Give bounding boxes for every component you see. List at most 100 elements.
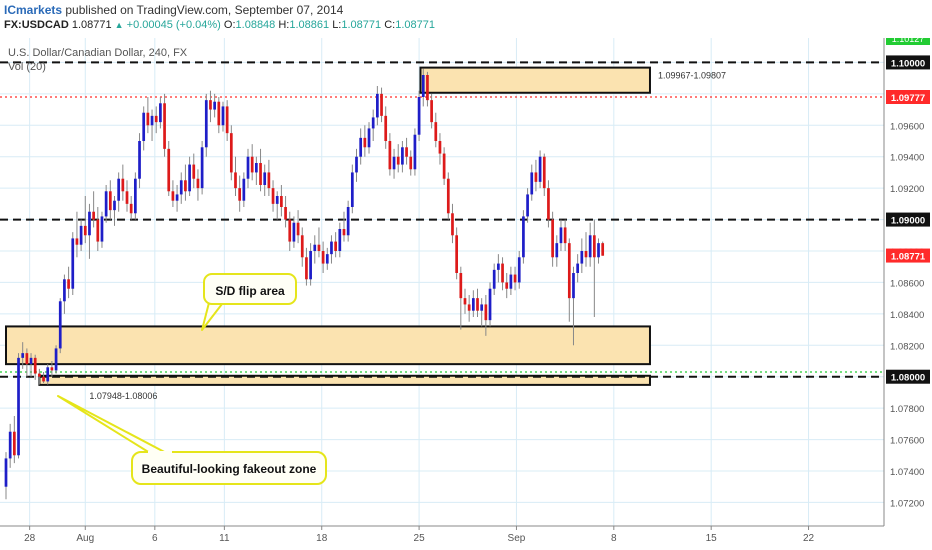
candle-up <box>401 147 404 165</box>
y-tick-label: 1.07200 <box>890 498 924 509</box>
candle-down <box>476 298 479 311</box>
candle-up <box>58 301 62 349</box>
candle-up <box>242 178 246 201</box>
candle-up <box>104 191 108 217</box>
y-tick-label: 1.09400 <box>890 153 924 164</box>
candle-down <box>83 225 87 236</box>
candle-up <box>555 243 559 258</box>
candle-up <box>21 353 25 358</box>
candle-down <box>12 431 16 456</box>
candle-up <box>29 357 33 365</box>
candle-up <box>509 274 513 289</box>
candle-down <box>363 137 367 148</box>
candle-up <box>371 117 375 129</box>
candle-up <box>313 244 317 251</box>
candle-up <box>275 196 279 204</box>
price-change: +0.00045 (+0.04%) <box>126 19 221 31</box>
candle-up <box>63 279 66 302</box>
top-price-tag <box>886 38 930 45</box>
candle-up <box>346 207 350 236</box>
symbol-label[interactable]: FX:USDCAD <box>4 19 69 31</box>
candle-up <box>263 172 267 185</box>
candle-down <box>121 178 125 192</box>
price-level-tag <box>886 90 930 104</box>
chart-header: ICmarkets published on TradingView.com, … <box>0 0 932 38</box>
last-price: 1.08771 <box>71 19 112 31</box>
candle-down <box>451 213 454 236</box>
candle-up <box>8 431 12 459</box>
candle-down <box>305 257 308 280</box>
candle-up <box>538 156 542 182</box>
supply-demand-zone <box>5 325 651 366</box>
candle-up <box>572 273 575 299</box>
price-level-tag <box>886 212 930 227</box>
candle-up <box>522 216 525 258</box>
candle-down <box>267 172 271 189</box>
candle-down <box>505 282 509 289</box>
price-level-tag-text: 1.08000 <box>891 373 925 384</box>
candle-up <box>79 225 83 245</box>
candle-down <box>192 164 196 179</box>
y-tick-label: 1.07600 <box>890 436 924 447</box>
annotations: S/D flip area Beautiful-looking fakeout z… <box>57 273 327 485</box>
candle-up <box>480 304 484 311</box>
candle-up <box>133 178 137 214</box>
candle-up <box>4 458 8 487</box>
candle-down <box>146 112 150 126</box>
candle-down <box>296 222 300 236</box>
candle-up <box>113 200 116 211</box>
candle-down <box>67 279 70 289</box>
x-tick-label: Aug <box>76 533 94 544</box>
x-tick-label: 6 <box>152 533 158 544</box>
zones: 1.09967-1.09807 1.07948-1.08006 <box>5 66 726 401</box>
y-tick-label: 1.08400 <box>890 310 924 321</box>
candle-down <box>259 163 262 185</box>
candle-down <box>271 188 275 204</box>
time-axis[interactable]: 28 Aug 6 11 18 25 Sep 8 15 22 <box>24 526 815 544</box>
candle-down <box>50 367 54 371</box>
candle-down <box>426 75 429 101</box>
candle-up <box>309 251 312 280</box>
publish-line: ICmarkets published on TradingView.com, … <box>4 3 343 17</box>
candle-down <box>38 373 41 377</box>
candle-up <box>488 288 492 321</box>
candle-down <box>96 219 100 242</box>
open-label: O: <box>223 19 236 31</box>
candle-up <box>497 263 500 270</box>
candle-down <box>108 191 112 211</box>
candle-up <box>588 235 592 258</box>
candle-down <box>280 196 283 207</box>
candle-up <box>175 194 179 201</box>
price-level-tag <box>886 369 930 384</box>
x-tick-label: 22 <box>803 533 815 544</box>
candle-up <box>526 194 529 217</box>
candle-up <box>421 75 425 97</box>
candle-down <box>563 227 567 244</box>
publisher-link[interactable]: ICmarkets <box>4 3 63 17</box>
candle-up <box>492 269 496 289</box>
candle-down <box>467 304 471 311</box>
candle-down <box>438 141 442 154</box>
y-tick-label: 1.09600 <box>890 121 924 132</box>
price-chart[interactable]: 1.09967-1.09807 1.07948-1.08006 S/D flip … <box>0 38 932 550</box>
candle-down <box>25 353 29 365</box>
callout-joint <box>214 289 236 293</box>
candle-up <box>471 298 475 311</box>
close-label: C: <box>384 19 396 31</box>
low-label: L: <box>332 19 342 31</box>
callout-flip-text: S/D flip area <box>215 284 285 298</box>
candle-up <box>517 257 521 283</box>
supply-demand-zone <box>419 66 651 94</box>
candle-down <box>238 188 242 201</box>
y-tick-label: 1.07400 <box>890 467 924 478</box>
candle-up <box>530 172 534 195</box>
x-tick-label: Sep <box>508 533 526 544</box>
candle-down <box>434 122 438 141</box>
candle-down <box>513 274 517 283</box>
candle-up <box>46 367 50 382</box>
candle-down <box>396 156 400 165</box>
candle-down <box>547 188 550 220</box>
price-level-tag <box>886 55 930 70</box>
price-axis[interactable]: 1.07200 1.07400 1.07600 1.07800 1.08000 1.082… <box>886 38 930 509</box>
candle-down <box>409 156 413 170</box>
